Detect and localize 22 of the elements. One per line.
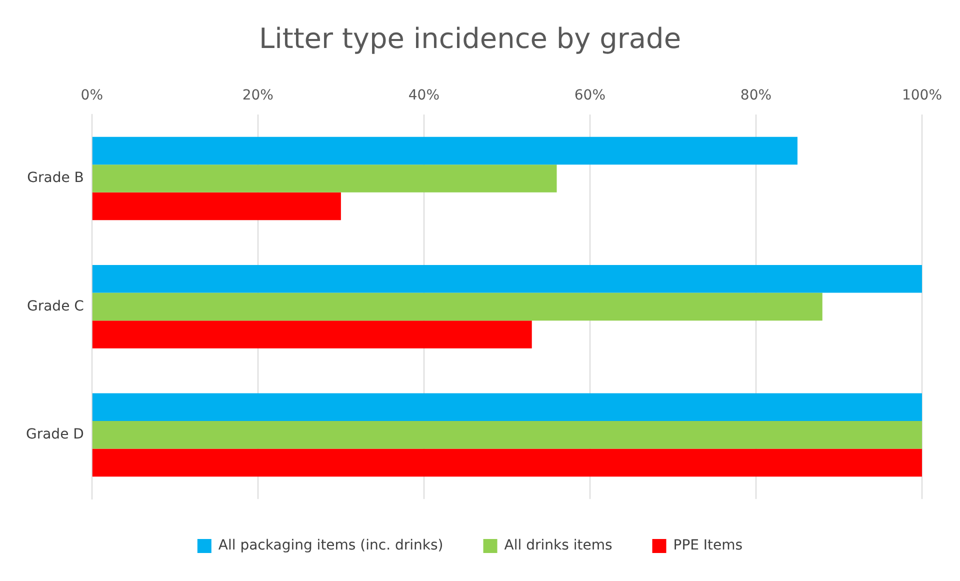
- legend-label: All packaging items (inc. drinks): [218, 538, 444, 554]
- y-tick-label: Grade D: [26, 426, 84, 443]
- chart-title: Litter type incidence by grade: [258, 22, 682, 56]
- bar: [92, 164, 557, 192]
- y-tick-label: Grade C: [26, 298, 84, 314]
- x-tick-label: 80%: [740, 88, 772, 104]
- x-tick-label: 100%: [902, 88, 942, 104]
- x-tick-label: 40%: [408, 88, 440, 104]
- bar: [92, 136, 798, 165]
- x-tick-label: 20%: [242, 88, 274, 104]
- legend-label: PPE Items: [673, 538, 743, 554]
- bar: [92, 421, 922, 449]
- bar: [92, 192, 341, 220]
- bar: [92, 448, 922, 477]
- x-tick-label: 60%: [574, 88, 606, 104]
- legend-label: All drinks items: [504, 538, 612, 554]
- bar: [92, 292, 822, 321]
- bar: [92, 265, 922, 293]
- bar: [92, 320, 532, 348]
- bar: [92, 393, 922, 422]
- x-tick-label: 0%: [80, 88, 104, 104]
- y-tick-label: Grade B: [27, 170, 84, 186]
